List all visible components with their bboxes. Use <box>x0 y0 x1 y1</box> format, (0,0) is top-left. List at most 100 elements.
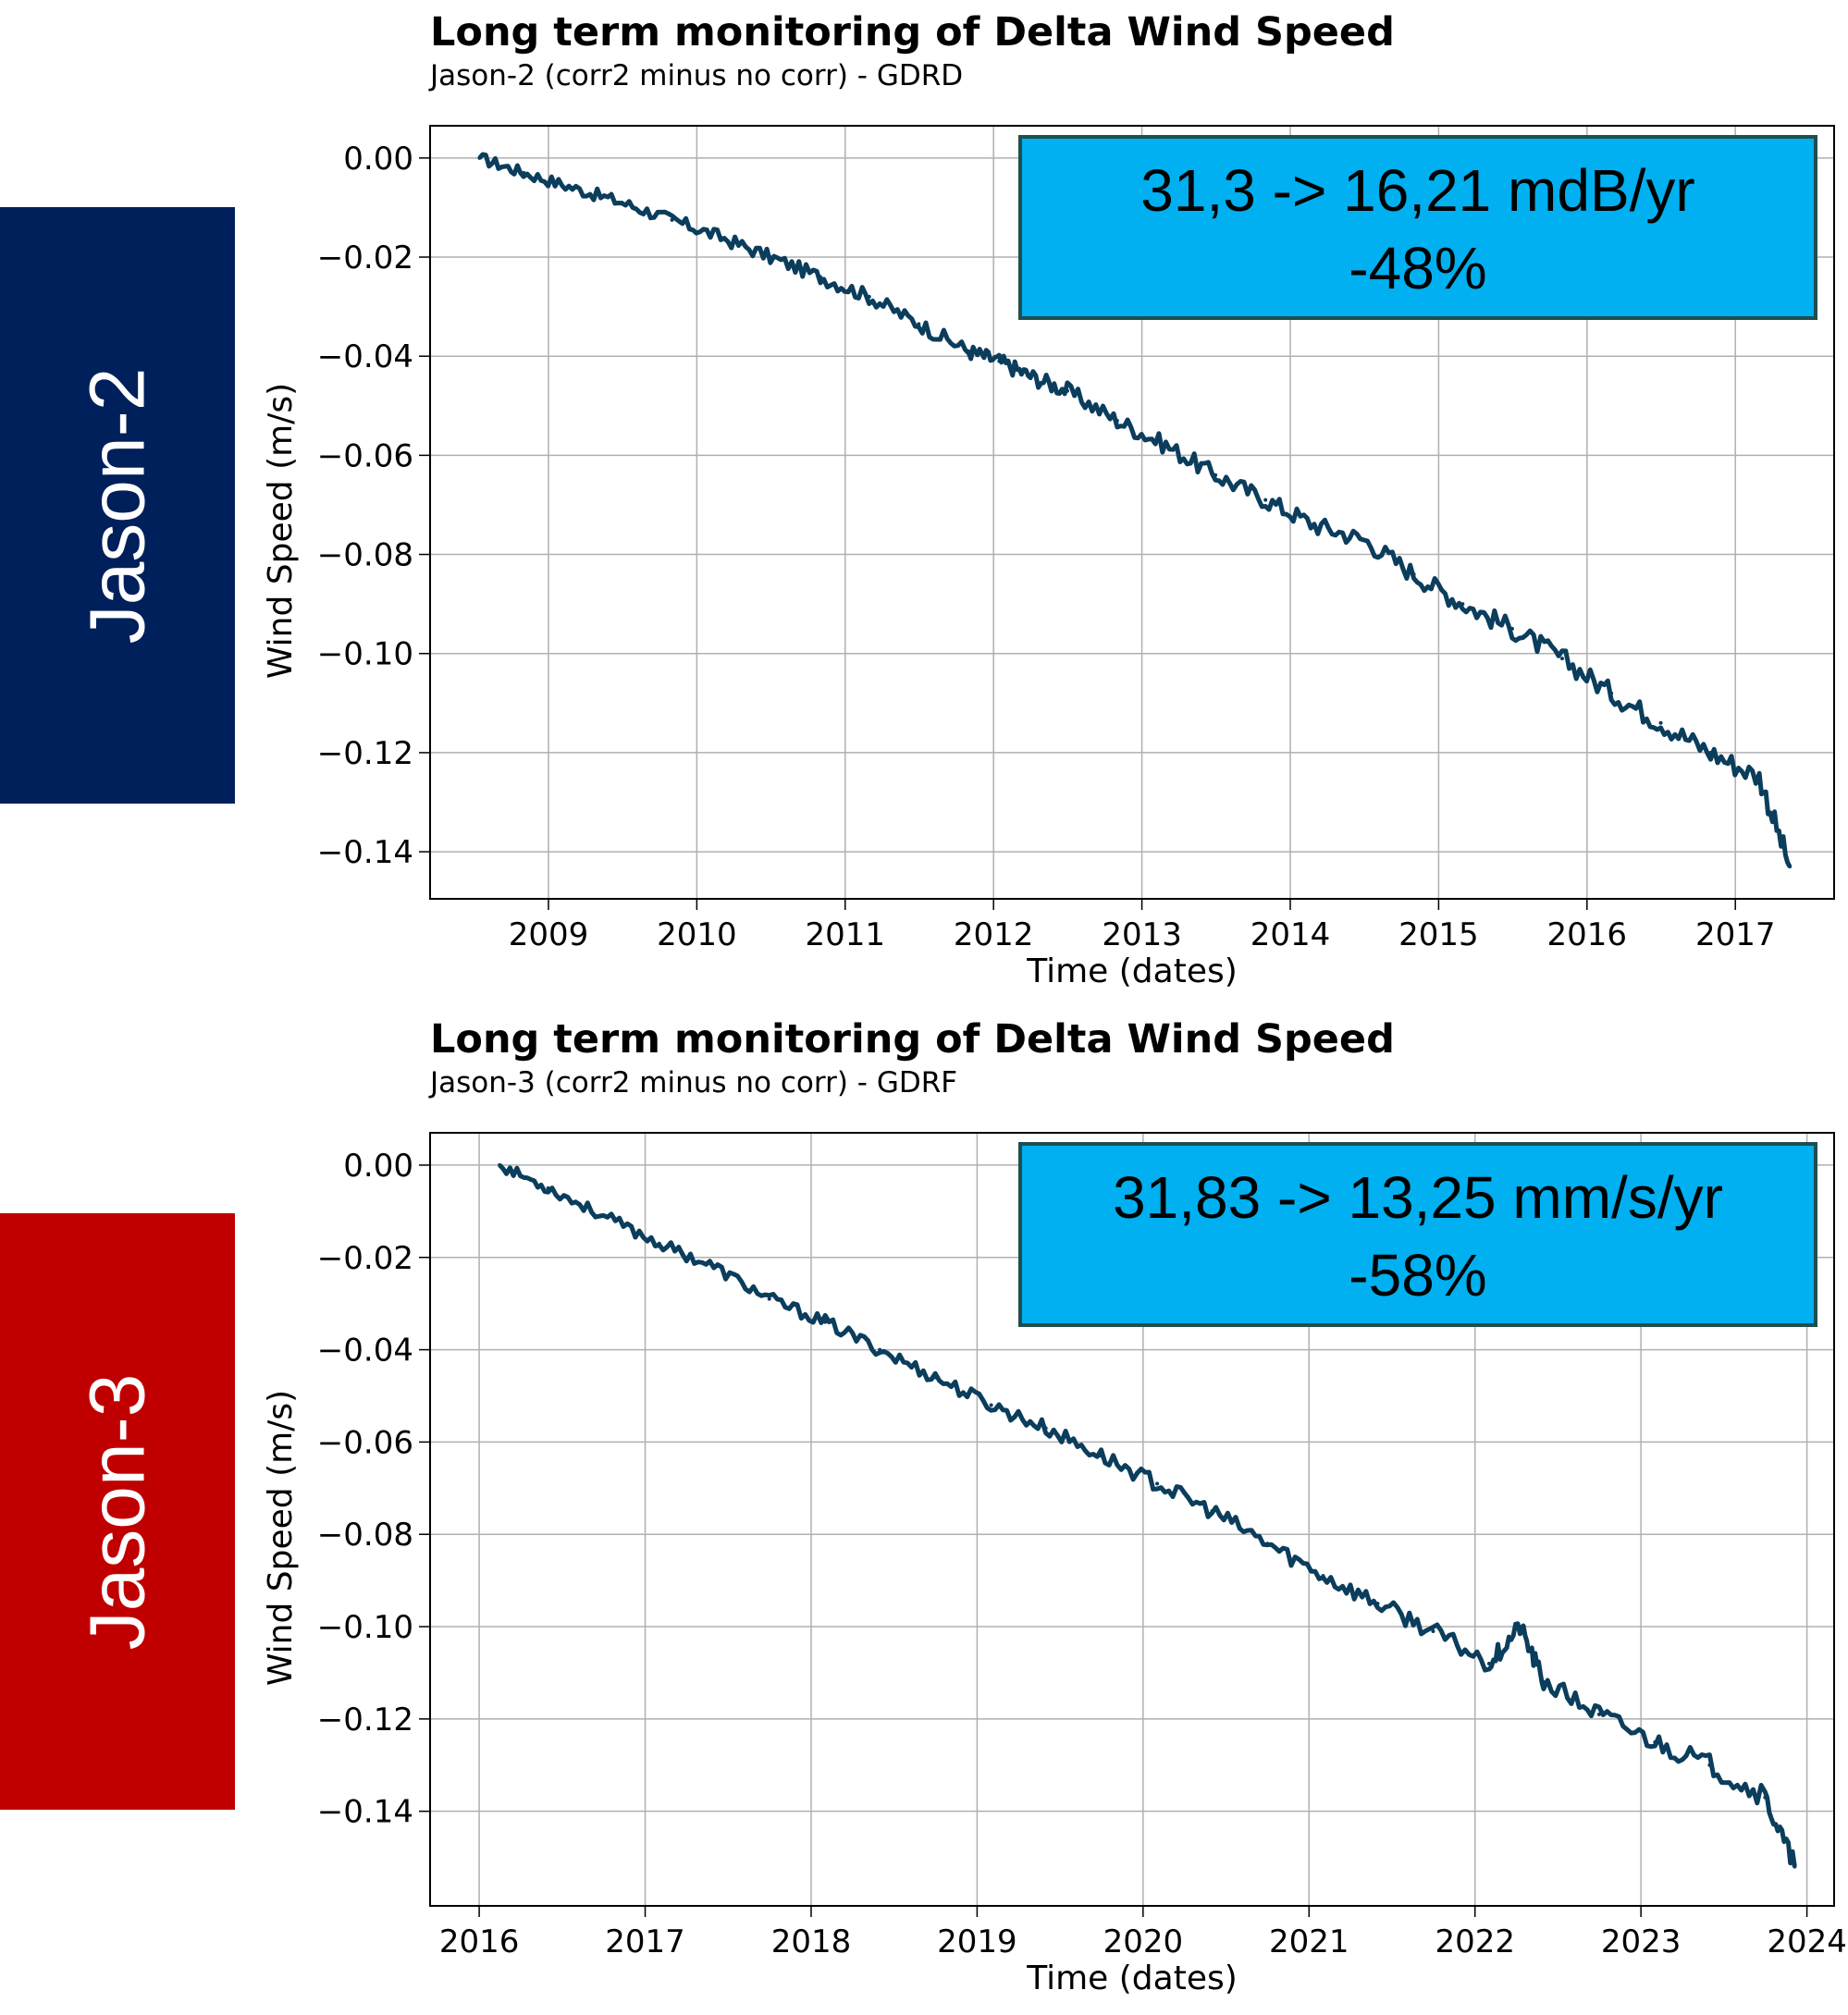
data-point <box>1757 775 1762 780</box>
y-tick-label: −0.06 <box>317 437 413 474</box>
annotation-percent-text: -48% <box>1349 235 1486 301</box>
x-tick-label: 2021 <box>1269 1923 1349 1960</box>
data-point <box>917 322 921 326</box>
x-tick-label: 2023 <box>1601 1923 1682 1960</box>
data-point <box>1099 1454 1103 1458</box>
x-tick-label: 2016 <box>439 1923 520 1960</box>
chart-subtitle: Jason-2 (corr2 minus no corr) - GDRD <box>430 59 964 92</box>
data-point <box>1321 1574 1325 1579</box>
y-tick-label: −0.04 <box>317 1333 413 1370</box>
chart-title: Long term monitoring of Delta Wind Speed <box>430 9 1395 55</box>
chart-title: Long term monitoring of Delta Wind Speed <box>430 1016 1395 1063</box>
data-point <box>1788 865 1793 869</box>
data-point <box>933 1375 938 1380</box>
x-tick-label: 2013 <box>1102 916 1182 953</box>
data-point <box>878 1347 882 1352</box>
y-tick-label: −0.06 <box>317 1424 413 1461</box>
y-tick-label: −0.14 <box>317 1794 413 1831</box>
data-point <box>1065 388 1069 393</box>
data-point <box>1707 1763 1712 1767</box>
data-point <box>522 170 526 175</box>
x-tick-label: 2016 <box>1547 916 1628 953</box>
data-point <box>1460 602 1465 607</box>
line-chart-jason-2: 2009 2010 2011 2012 2013 2014 2015 2016 2017 0.00… <box>262 125 1835 990</box>
x-tick-label: 2011 <box>806 916 886 953</box>
data-point <box>1658 720 1663 725</box>
trend-annotation-box: 31,3 -> 16,21 mdB/yr -48% <box>1018 135 1817 320</box>
annotation-trend-text: 31,3 -> 16,21 mdB/yr <box>1140 157 1694 224</box>
line-chart-jason-3: 2016 2017 2018 2019 2020 2021 2022 2023 2024 0.00… <box>262 1132 1847 1997</box>
series-line <box>477 152 1793 868</box>
data-point <box>1029 374 1033 378</box>
annotation-trend-text: 31,83 -> 13,25 mm/s/yr <box>1113 1164 1723 1231</box>
data-point <box>1411 571 1416 576</box>
y-tick-label: −0.12 <box>317 735 413 772</box>
x-tick-label: 2010 <box>657 916 737 953</box>
data-point <box>1708 750 1713 755</box>
y-tick-label: 0.00 <box>343 1148 413 1185</box>
x-tick-label: 2022 <box>1435 1923 1515 1960</box>
y-tick-label: −0.08 <box>317 537 413 574</box>
data-point <box>711 1264 716 1269</box>
data-point <box>1214 473 1218 477</box>
data-point <box>1265 1542 1270 1546</box>
y-tick-label: −0.10 <box>317 636 413 673</box>
data-point <box>1518 1625 1522 1629</box>
data-point <box>1793 1864 1797 1869</box>
data-point <box>1541 1679 1546 1684</box>
data-point <box>670 217 674 222</box>
x-tick-label: 2017 <box>605 1923 685 1960</box>
data-point <box>767 1296 771 1301</box>
data-point <box>989 1403 993 1407</box>
plot-frame <box>429 125 1835 900</box>
data-point <box>1043 1426 1048 1431</box>
y-tick-label: −0.04 <box>317 338 413 375</box>
data-point <box>768 255 772 260</box>
data-point <box>1559 657 1564 661</box>
data-point <box>1115 418 1119 423</box>
data-point <box>1609 691 1614 695</box>
annotation-percent-text: -58% <box>1349 1242 1486 1309</box>
data-point <box>1509 626 1514 631</box>
y-axis-label: Wind Speed (m/s) <box>262 383 300 679</box>
x-tick-label: 2012 <box>954 916 1034 953</box>
data-point <box>818 275 822 279</box>
data-point <box>477 155 482 160</box>
data-point <box>620 201 624 205</box>
data-point <box>719 235 723 240</box>
data-point <box>1155 1481 1160 1486</box>
x-tick-label: 2009 <box>509 916 589 953</box>
y-axis-label: Wind Speed (m/s) <box>262 1390 300 1686</box>
sidebar-jason-3: Jason-3 <box>0 1213 235 1810</box>
data-point <box>570 185 574 190</box>
data-point <box>601 1213 606 1218</box>
data-point <box>657 1241 661 1246</box>
data-point <box>1164 443 1168 448</box>
data-point <box>1431 1629 1435 1634</box>
y-tick-label: −0.12 <box>317 1702 413 1739</box>
y-tick-label: −0.10 <box>317 1609 413 1646</box>
data-point <box>1210 1509 1214 1514</box>
data-point <box>823 1320 828 1324</box>
x-axis-label: Time (dates) <box>1026 952 1238 990</box>
data-point <box>1653 1739 1657 1744</box>
y-tick-label: −0.02 <box>317 1240 413 1277</box>
data-point <box>1312 522 1316 527</box>
y-tick-label: −0.08 <box>317 1517 413 1554</box>
sidebar-jason-2: Jason-2 <box>0 207 235 804</box>
data-point <box>997 359 1002 363</box>
x-tick-label: 2020 <box>1103 1923 1184 1960</box>
data-point <box>1375 1602 1380 1606</box>
data-point <box>967 349 971 353</box>
trend-annotation-box: 31,83 -> 13,25 mm/s/yr -58% <box>1018 1142 1817 1327</box>
x-tick-label: 2018 <box>771 1923 852 1960</box>
chart-subtitle: Jason-3 (corr2 minus no corr) - GDRF <box>430 1066 958 1100</box>
y-tick-label: 0.00 <box>343 141 413 178</box>
x-tick-label: 2014 <box>1250 916 1331 953</box>
data-point <box>498 1162 502 1167</box>
x-tick-label: 2019 <box>937 1923 1017 1960</box>
x-tick-label: 2015 <box>1398 916 1479 953</box>
data-point <box>1263 498 1268 502</box>
x-tick-label: 2024 <box>1767 1923 1847 1960</box>
y-tick-label: −0.02 <box>317 240 413 276</box>
